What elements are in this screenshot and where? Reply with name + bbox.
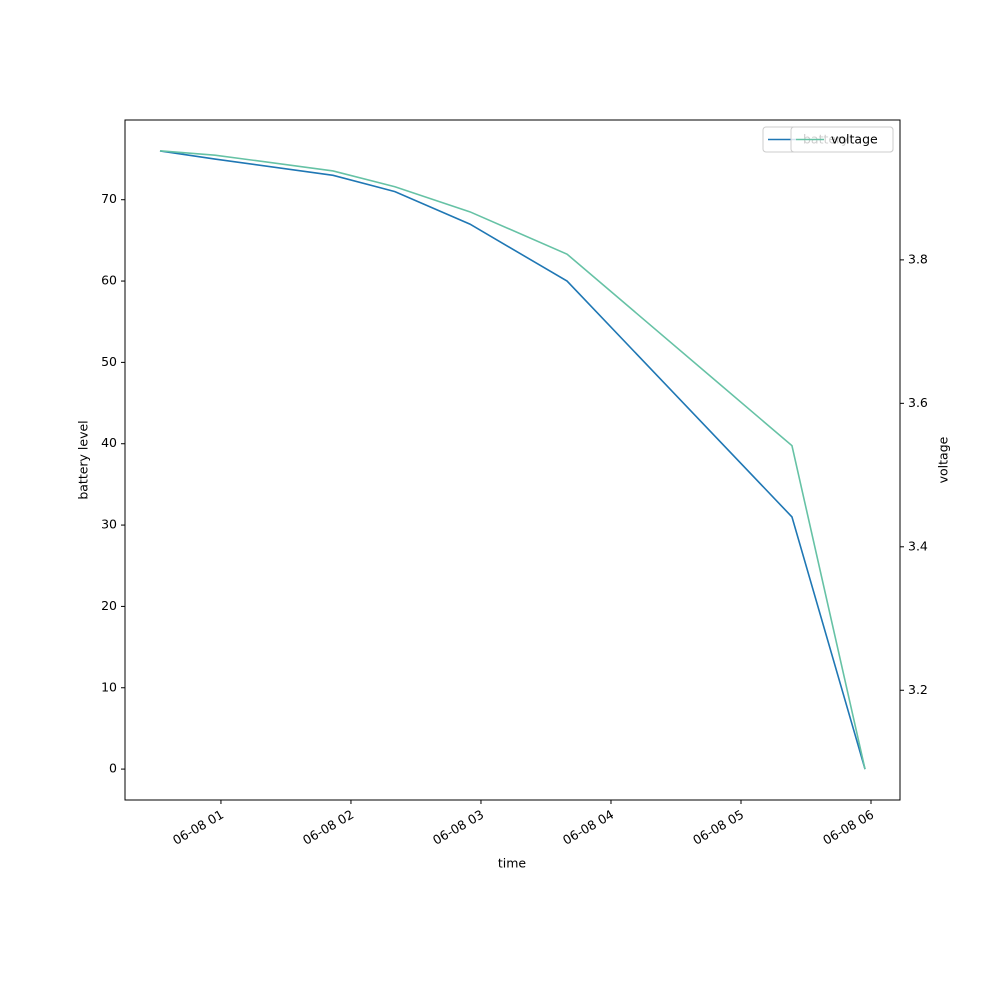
y-tick-label: 50 xyxy=(101,354,117,369)
x-tick-label: 06-08 04 xyxy=(560,807,616,848)
legend-label: voltage xyxy=(831,132,878,147)
y-axis-label: battery level xyxy=(76,420,91,499)
line-series xyxy=(159,150,866,770)
x-tick-label: 06-08 01 xyxy=(170,807,226,848)
x-tick-label: 06-08 06 xyxy=(820,807,876,848)
x-tick-label: 06-08 03 xyxy=(430,807,486,848)
y-tick-label: 10 xyxy=(101,679,117,694)
y2-tick-label: 3.8 xyxy=(908,251,928,266)
y-tick-label: 20 xyxy=(101,598,117,613)
line-series xyxy=(159,150,866,770)
x-tick-label: 06-08 05 xyxy=(690,807,746,848)
legend-box xyxy=(790,126,894,153)
y-tick-label: 60 xyxy=(101,273,117,288)
y-tick-label: 30 xyxy=(101,517,117,532)
y-tick-label: 0 xyxy=(109,761,117,776)
y2-tick-label: 3.4 xyxy=(908,538,928,553)
y-tick-label: 70 xyxy=(101,191,117,206)
x-axis-label: time xyxy=(498,856,527,871)
y2-tick-label: 3.2 xyxy=(908,682,928,697)
y-tick-label: 40 xyxy=(101,435,117,450)
y2-tick-label: 3.6 xyxy=(908,395,928,410)
plot-frame xyxy=(124,119,901,801)
y2-axis-label: voltage xyxy=(936,436,951,483)
x-tick-label: 06-08 02 xyxy=(300,807,356,848)
